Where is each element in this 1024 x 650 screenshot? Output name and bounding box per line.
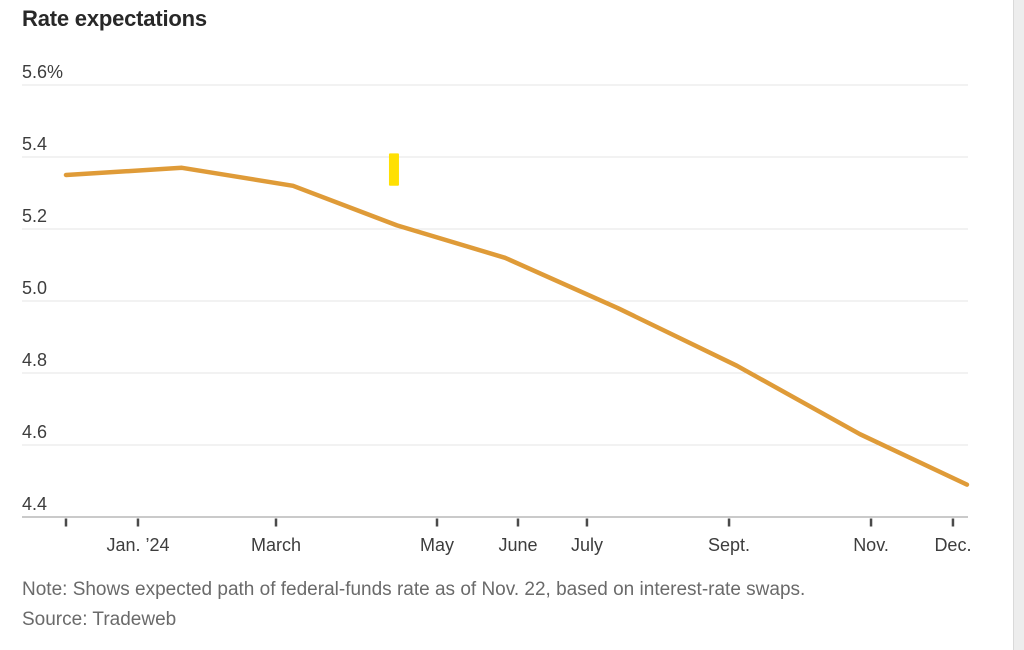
y-axis-label: 4.6 (22, 422, 47, 442)
chart-title: Rate expectations (22, 6, 207, 31)
y-axis-label: 4.4 (22, 494, 47, 514)
x-axis-label: March (251, 535, 301, 555)
x-axis-label: Nov. (853, 535, 889, 555)
rate-chart: 5.6% 5.4 5.2 5.0 4.8 4.6 4.4 Jan. ’24 March May Ju… (22, 62, 971, 555)
chart-note: Note: Shows expected path of federal-fun… (22, 579, 806, 600)
x-axis-label: July (571, 535, 603, 555)
y-axis-label: 5.6% (22, 62, 63, 82)
rate-expectation-line (63, 165, 970, 487)
yellow-marker (388, 153, 399, 186)
x-axis-label: Dec. (934, 535, 971, 555)
y-axis-label: 5.2 (22, 206, 47, 226)
window-edge (1013, 0, 1024, 650)
y-axis-label: 5.4 (22, 134, 47, 154)
x-axis-label: June (498, 535, 537, 555)
x-axis-label: May (420, 535, 454, 555)
y-axis-label: 5.0 (22, 278, 47, 298)
x-axis-label: Jan. ’24 (106, 535, 169, 555)
x-axis-label: Sept. (708, 535, 750, 555)
y-axis-label: 4.8 (22, 350, 47, 370)
chart-source: Source: Tradeweb (22, 609, 177, 630)
